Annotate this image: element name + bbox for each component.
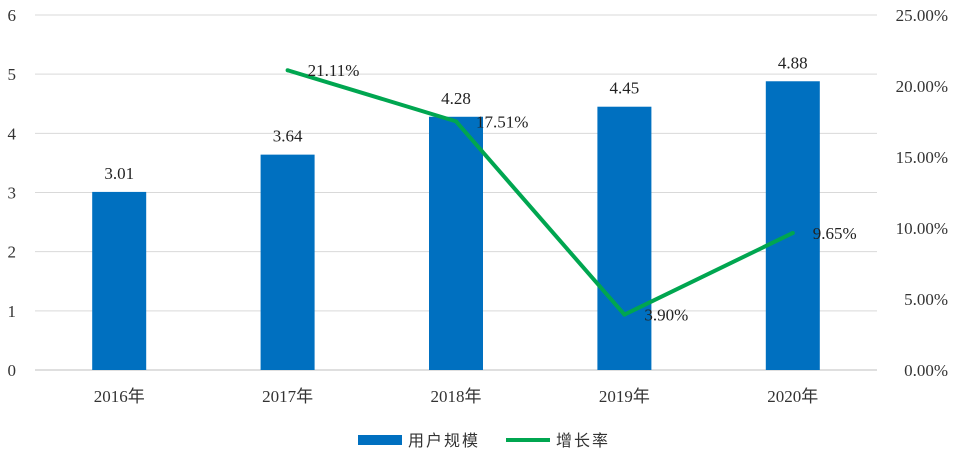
line-series bbox=[285, 68, 795, 317]
x-tick-label: 2020年 bbox=[767, 387, 818, 406]
line-data-label: 9.65% bbox=[813, 224, 857, 243]
legend[interactable]: 用户规模 增长率 bbox=[358, 431, 610, 450]
y-right-tick-label: 5.00% bbox=[904, 290, 948, 309]
bar[interactable] bbox=[260, 154, 315, 370]
legend-item-line[interactable]: 增长率 bbox=[506, 431, 610, 450]
y-right-tick-label: 0.00% bbox=[904, 361, 948, 380]
line-point[interactable] bbox=[454, 119, 458, 124]
bar[interactable] bbox=[765, 81, 820, 371]
legend-label-line: 增长率 bbox=[556, 431, 610, 450]
bar[interactable] bbox=[92, 191, 147, 370]
y-left-tick-label: 2 bbox=[8, 243, 17, 262]
y-right-tick-label: 15.00% bbox=[896, 148, 948, 167]
y-left-tick-label: 4 bbox=[8, 124, 17, 143]
data-labels: 3.01 3.64 4.28 4.45 4.88 21.11% 17.51% 3.90% 9.6… bbox=[104, 53, 856, 324]
bar-data-label: 3.64 bbox=[273, 127, 303, 146]
y-left-tick-label: 5 bbox=[8, 65, 17, 84]
x-tick-label: 2017年 bbox=[262, 387, 313, 406]
x-tick-label: 2018年 bbox=[431, 387, 482, 406]
legend-swatch-bar bbox=[358, 435, 402, 445]
legend-label-bar: 用户规模 bbox=[408, 431, 480, 450]
y-left-tick-label: 1 bbox=[8, 302, 17, 321]
bar-data-label: 4.45 bbox=[610, 79, 640, 98]
y-left-tick-label: 6 bbox=[8, 6, 17, 25]
axes: 0 1 2 3 4 5 6 0.00% 5.00% 10.00% 15.00% 20.00% 25.00… bbox=[8, 6, 949, 406]
line-data-label: 21.11% bbox=[308, 61, 360, 80]
line-point[interactable] bbox=[285, 68, 290, 73]
bar-data-label: 3.01 bbox=[104, 164, 134, 183]
x-tick-label: 2019年 bbox=[599, 387, 650, 406]
bar-data-label: 4.88 bbox=[778, 53, 808, 72]
line-point[interactable] bbox=[622, 312, 627, 317]
line-data-label: 3.90% bbox=[644, 306, 688, 325]
bar[interactable] bbox=[429, 116, 483, 371]
y-right-tick-label: 10.00% bbox=[896, 219, 948, 238]
growth-line[interactable] bbox=[287, 68, 794, 317]
y-left-tick-label: 3 bbox=[8, 184, 17, 203]
bar-series bbox=[92, 81, 820, 371]
bar[interactable] bbox=[597, 106, 652, 370]
y-right-tick-label: 25.00% bbox=[896, 6, 948, 25]
y-right-tick-label: 20.00% bbox=[896, 77, 948, 96]
bar-data-label: 4.28 bbox=[441, 89, 471, 108]
line-point[interactable] bbox=[790, 230, 795, 235]
legend-item-bar[interactable]: 用户规模 bbox=[358, 431, 480, 450]
y-left-tick-label: 0 bbox=[8, 361, 17, 380]
x-tick-label: 2016年 bbox=[94, 387, 145, 406]
line-data-label: 17.51% bbox=[476, 112, 528, 131]
